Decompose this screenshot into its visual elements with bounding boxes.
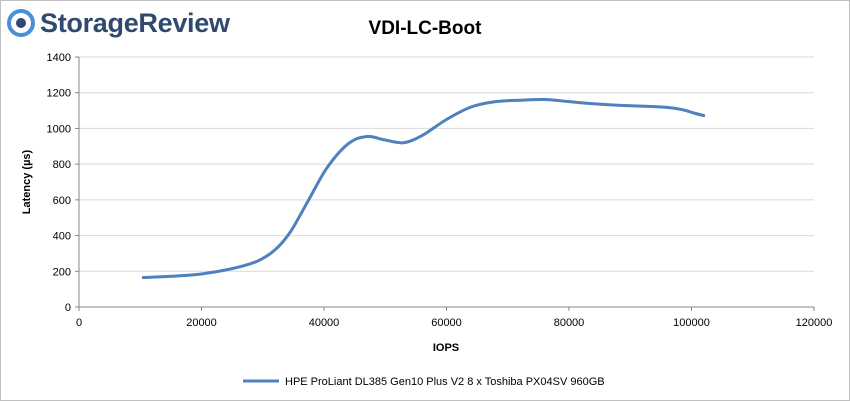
y-tick-label: 1400	[47, 52, 71, 64]
y-tick-labels: 0 200 400 600 800 1000 1200 1400	[47, 52, 71, 314]
legend: HPE ProLiant DL385 Gen10 Plus V2 8 x Tos…	[243, 376, 605, 388]
storagereview-logo-icon	[7, 9, 35, 37]
x-axis-label: IOPS	[433, 342, 459, 354]
legend-label: HPE ProLiant DL385 Gen10 Plus V2 8 x Tos…	[285, 376, 605, 388]
x-tick-label: 20000	[186, 317, 217, 329]
gridlines	[75, 56, 815, 311]
y-tick-label: 800	[53, 159, 71, 171]
x-tick-label: 120000	[796, 317, 833, 329]
axes	[78, 57, 814, 308]
logo: StorageReview	[7, 5, 230, 41]
x-tick-label: 40000	[309, 317, 340, 329]
y-tick-label: 400	[53, 231, 71, 243]
brand-name: StorageReview	[40, 7, 230, 38]
y-tick-label: 200	[53, 266, 71, 278]
x-tick-label: 80000	[554, 317, 585, 329]
series-group	[141, 97, 706, 280]
x-tick-label: 60000	[431, 317, 462, 329]
chart-title: VDI-LC-Boot	[369, 18, 483, 39]
x-tick-labels: 0 20000 40000 60000 80000 100000 120000	[76, 317, 832, 329]
series-line	[141, 97, 706, 280]
y-tick-label: 600	[53, 195, 71, 207]
y-tick-label: 1000	[47, 123, 71, 135]
y-tick-label: 1200	[47, 88, 71, 100]
x-tick-label: 100000	[673, 317, 710, 329]
y-axis-label: Latency (µs)	[21, 149, 33, 214]
x-tick-label: 0	[76, 317, 82, 329]
y-tick-label: 0	[65, 302, 71, 314]
